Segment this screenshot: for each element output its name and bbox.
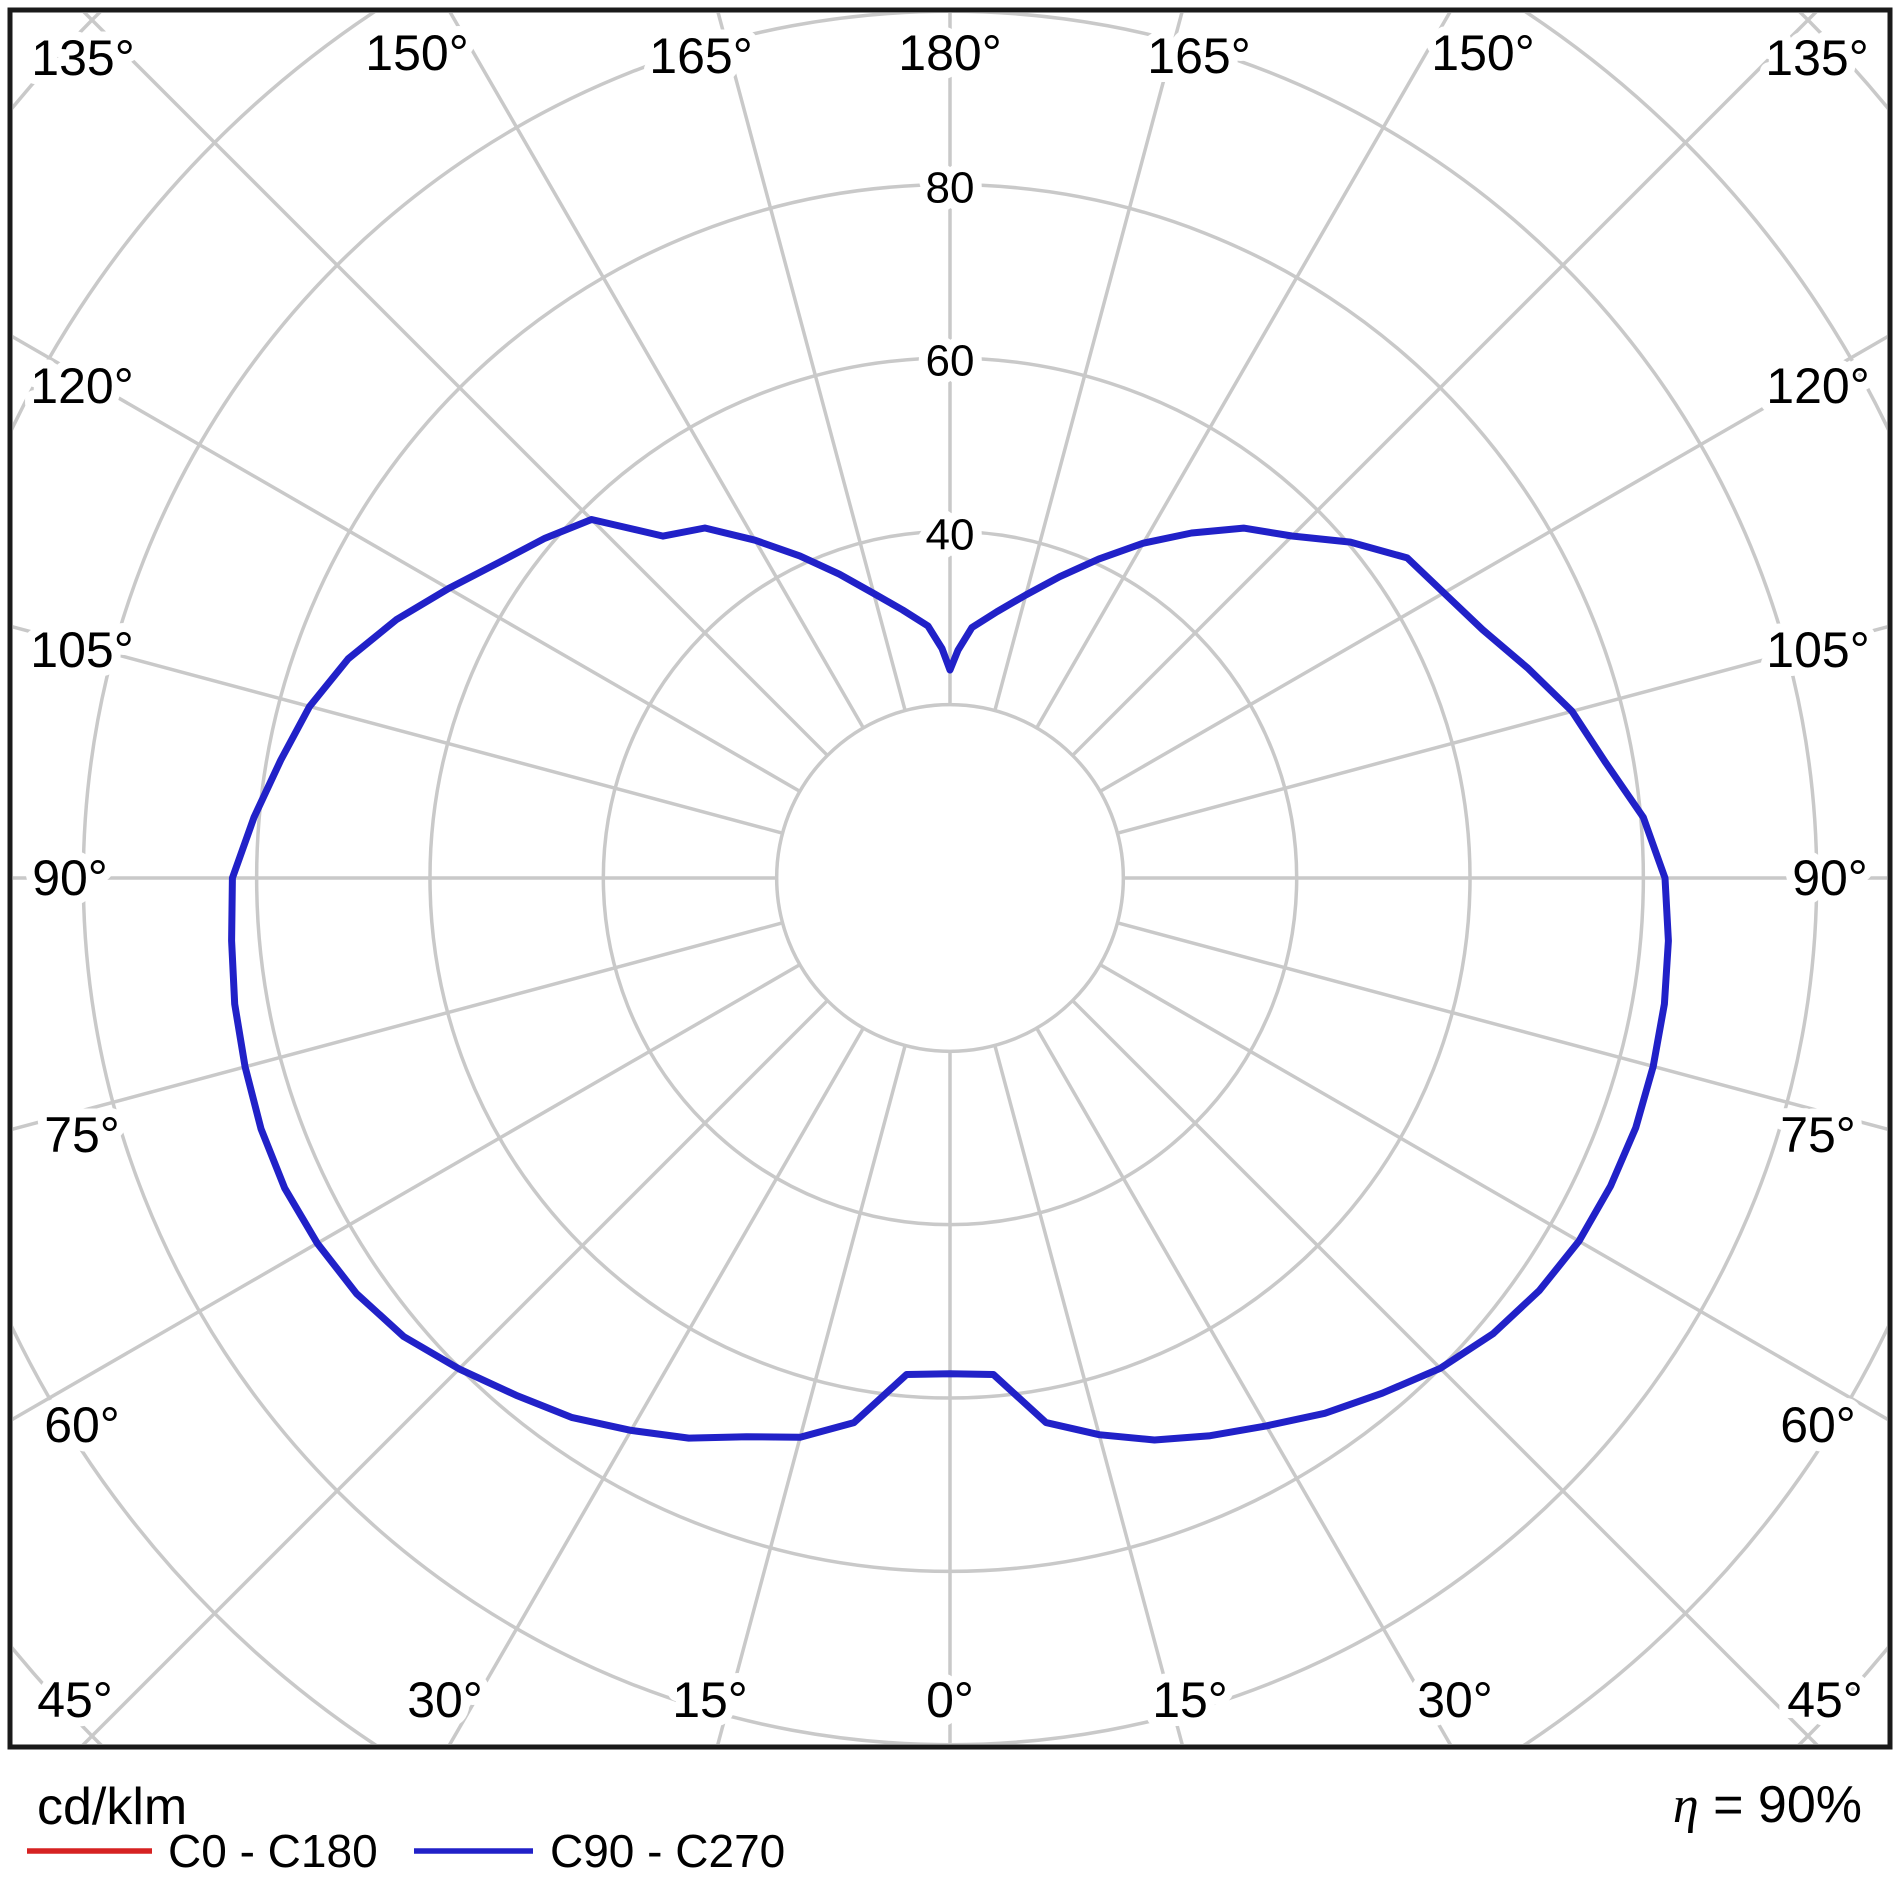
legend-label-c0-c180: C0 - C180 — [168, 1825, 378, 1877]
angle-label-120deg: 120° — [30, 358, 133, 414]
axis-labels: 135° 150° 165° 180° 165° 150° 135° 120° 105° 90° 7… — [21, 16, 1878, 1737]
radial-label-60: 60 — [926, 337, 975, 386]
grid-ray-135 — [1071, 13, 1818, 757]
grid-ray-345 — [716, 1044, 907, 1744]
angle-label-15deg: 15° — [1152, 1672, 1228, 1728]
eta-symbol: η — [1673, 1777, 1699, 1834]
angle-label-135deg: 135° — [1765, 30, 1868, 86]
angle-label-150deg: 150° — [1431, 25, 1534, 81]
angle-label-120deg: 120° — [1766, 358, 1869, 414]
grid-ray-120 — [1099, 335, 1887, 793]
radial-label-40: 40 — [926, 511, 975, 560]
angle-label-45deg: 45° — [1787, 1672, 1863, 1728]
angle-label-60deg: 60° — [44, 1397, 120, 1453]
grid-ray-330 — [447, 1027, 865, 1744]
intensity-curves — [228, 516, 1672, 1444]
angle-label-90deg: 90° — [32, 850, 108, 906]
unit-label: cd/klm — [37, 1778, 187, 1836]
grid-ray-105 — [1116, 625, 1887, 835]
angle-label-15deg: 15° — [672, 1672, 748, 1728]
grid-ray-60 — [1099, 963, 1887, 1421]
angle-label-45deg: 45° — [37, 1672, 113, 1728]
plot-border — [7, 7, 1893, 1750]
grid-ray-30 — [1035, 1027, 1453, 1744]
efficiency-label: η = 90% — [1673, 1776, 1862, 1834]
radial-label-80: 80 — [926, 164, 975, 213]
angle-label-30deg: 30° — [407, 1672, 483, 1728]
grid-ray-195 — [716, 13, 907, 712]
grid-ray-315 — [81, 999, 829, 1744]
angle-label-135deg: 135° — [31, 30, 134, 86]
grid-ray-210 — [448, 13, 865, 729]
angle-label-75deg: 75° — [44, 1107, 120, 1163]
angle-label-105deg: 105° — [30, 622, 133, 678]
angle-label-75deg: 75° — [1780, 1107, 1856, 1163]
grid-ray-150 — [1035, 13, 1452, 729]
angle-label-90deg: 90° — [1792, 850, 1868, 906]
grid-ray-285 — [13, 921, 784, 1131]
angle-label-165deg: 165° — [1147, 28, 1250, 84]
angle-label-165deg: 165° — [649, 28, 752, 84]
angle-label-0deg: 0° — [926, 1672, 974, 1728]
angle-label-105deg: 105° — [1766, 622, 1869, 678]
eta-value: = 90% — [1699, 1776, 1862, 1834]
grid-ray-240 — [13, 335, 801, 793]
grid-ray-45 — [1071, 999, 1819, 1744]
angle-label-180deg: 180° — [898, 25, 1001, 81]
grid-ray-255 — [13, 625, 784, 835]
angle-label-150deg: 150° — [365, 25, 468, 81]
legend-label-c90-c270: C90 - C270 — [550, 1825, 785, 1877]
curve-c90-c270 — [228, 516, 1672, 1444]
grid-ray-165 — [993, 13, 1184, 712]
grid-ray-225 — [82, 13, 829, 757]
grid-ray-300 — [13, 963, 801, 1421]
grid-ray-15 — [993, 1044, 1184, 1744]
legend: C0 - C180 C90 - C270 — [27, 1825, 785, 1877]
grid-circle-20 — [774, 702, 1126, 1054]
angle-label-60deg: 60° — [1780, 1397, 1856, 1453]
grid-ray-75 — [1116, 921, 1887, 1131]
angle-label-30deg: 30° — [1417, 1672, 1493, 1728]
